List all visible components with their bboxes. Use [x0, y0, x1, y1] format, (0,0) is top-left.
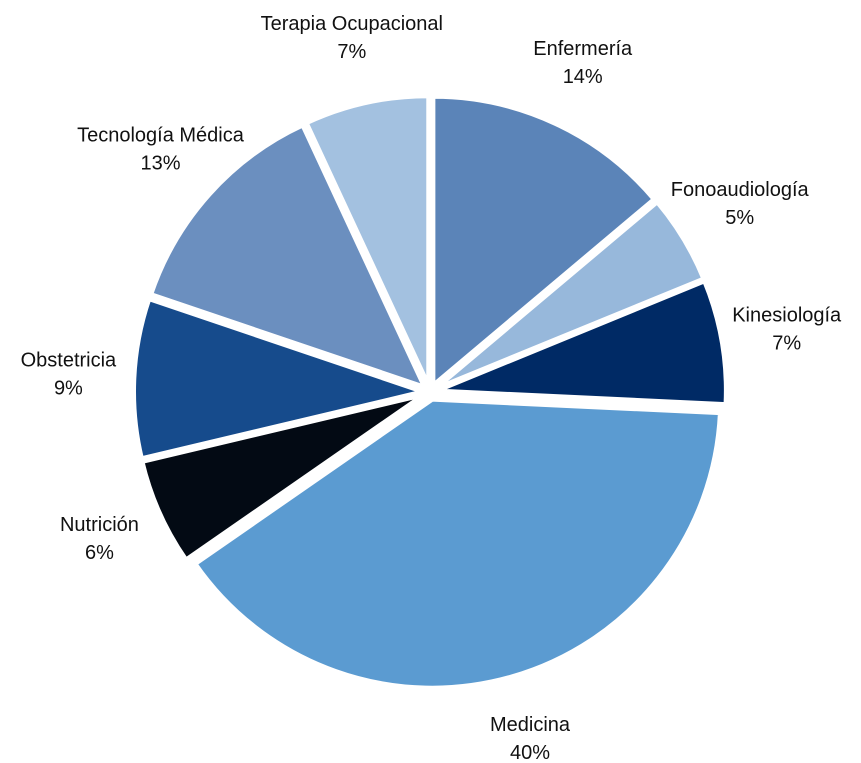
pie-slice	[304, 94, 431, 386]
pie-slice	[431, 94, 657, 390]
slice-value-label: 40%	[510, 742, 550, 763]
slice-label: Nutrición	[60, 514, 139, 536]
pie-slice	[148, 122, 428, 391]
slice-value-label: 6%	[85, 542, 114, 564]
slice-value-label: 7%	[772, 333, 801, 355]
slice-value-label: 5%	[725, 207, 754, 229]
slice-label: Medicina	[490, 714, 571, 736]
slice-label: Kinesiología	[732, 305, 842, 327]
slice-value-label: 13%	[140, 153, 180, 175]
slice-label: Terapia Ocupacional	[261, 13, 443, 35]
slice-label: Fonoaudiología	[671, 179, 810, 201]
pie-slice	[435, 199, 706, 390]
slice-label: Enfermería	[533, 38, 633, 60]
slice-value-label: 7%	[337, 41, 366, 63]
pie-slice	[192, 397, 722, 690]
slice-label: Obstetricia	[21, 349, 117, 371]
slice-value-label: 9%	[54, 377, 83, 399]
pie-slice	[437, 278, 728, 407]
pie-slice	[140, 393, 424, 563]
pie-slice	[132, 296, 430, 461]
slice-value-label: 14%	[563, 66, 603, 88]
slice-label: Tecnología Médica	[77, 125, 245, 147]
